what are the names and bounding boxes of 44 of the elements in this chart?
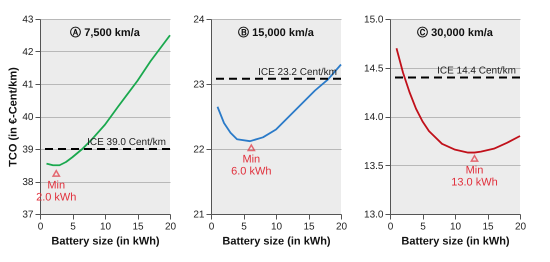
x-tick-label: 20 (336, 222, 348, 232)
x-tick-label: 15 (303, 222, 315, 232)
y-tick-label: 40 (22, 112, 34, 123)
x-axis-title: Battery size (in kWh) (401, 236, 510, 248)
y-tick-label: 15.0 (364, 14, 384, 26)
x-tick-label: 10 (450, 222, 462, 232)
y-tick-label: 24 (193, 14, 205, 26)
x-axis-title: Battery size (in kWh) (222, 236, 331, 248)
y-tick-label: 39 (22, 144, 34, 156)
x-tick-label: 0 (208, 222, 215, 232)
y-tick-label: 37 (22, 210, 34, 220)
x-tick-label: 5 (241, 222, 248, 232)
line-series (216, 64, 342, 142)
x-axis-title: Battery size (in kWh) (51, 236, 160, 248)
y-tick-label: 23 (193, 80, 205, 90)
line-series (396, 47, 521, 154)
text: Ⓐ 7,500 km/a (70, 26, 141, 39)
y-tick-label: 14.5 (364, 63, 384, 74)
y-tick-label: 21 (193, 210, 205, 220)
x-tick-label: 20 (514, 222, 526, 232)
y-tick-label: 42 (22, 47, 34, 58)
x-tick-label: 0 (388, 222, 394, 232)
y-tick-label: 41 (22, 80, 34, 90)
x-tick-label: 10 (270, 222, 282, 232)
y-tick-label: 38 (22, 177, 34, 188)
x-tick-label: 15 (132, 222, 144, 232)
y-tick-label: 22 (193, 144, 205, 156)
annotation: Min 6.0 kWh (231, 154, 272, 178)
y-tick-label: 14.0 (364, 112, 384, 123)
annotation: Min 13.0 kWh (451, 164, 498, 188)
y-tick-label: 13.5 (364, 160, 384, 172)
text: Ⓑ 15,000 km/a (238, 26, 315, 39)
text: Ⓒ 30,000 km/a (417, 26, 494, 39)
y-tick-label: 13.0 (364, 210, 384, 220)
ref-line-label: ICE 39.0 Cent/km (87, 137, 166, 148)
x-tick-label: 0 (38, 222, 44, 232)
x-tick-label: 20 (164, 222, 176, 232)
y-axis-title: TCO (in €-Cent/km) (7, 66, 20, 167)
x-tick-label: 10 (100, 222, 112, 232)
x-tick-label: 5 (70, 222, 76, 232)
ref-line-label: ICE 14.4 Cent/km (437, 66, 516, 76)
x-tick-label: 5 (420, 222, 426, 232)
x-tick-label: 15 (482, 222, 494, 232)
y-tick-label: 43 (22, 14, 34, 26)
